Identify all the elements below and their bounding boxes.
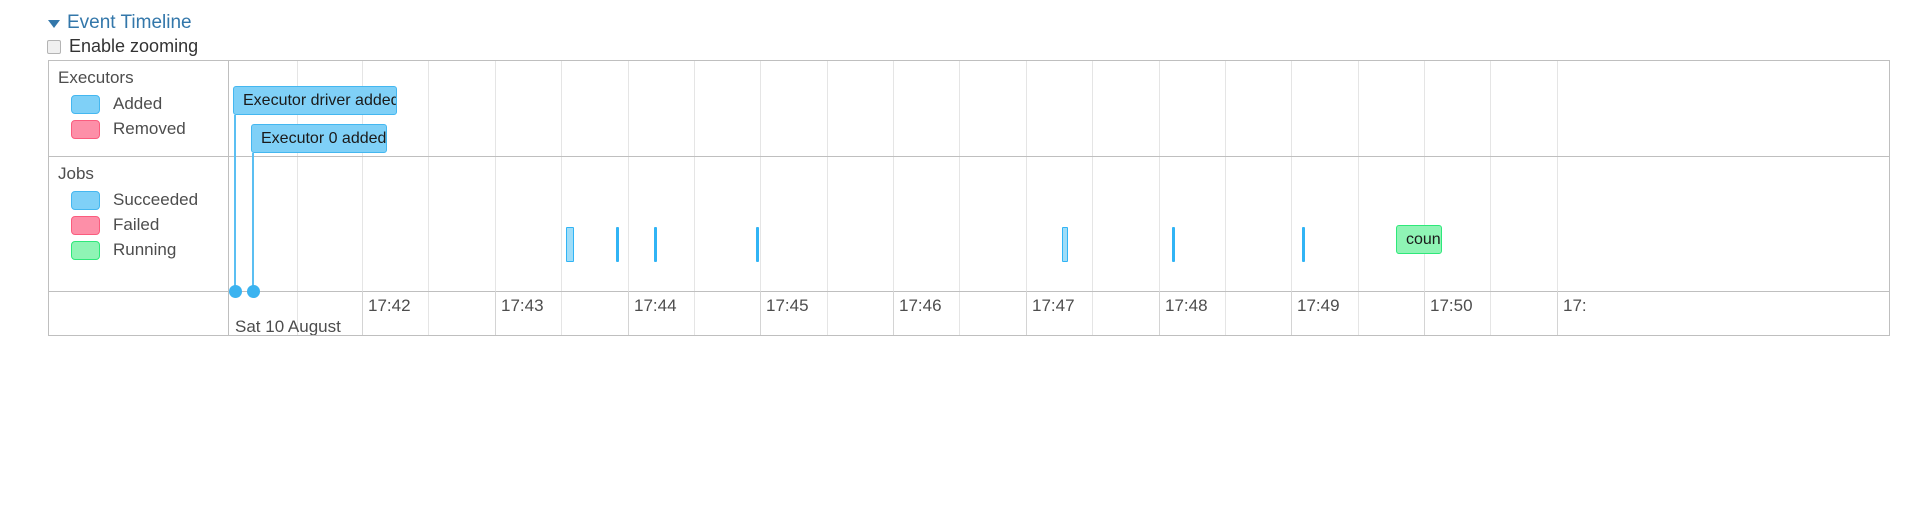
axis-tick-label: 17:50 (1430, 296, 1473, 315)
legend-label-removed: Removed (113, 119, 186, 138)
gridline-axis-tick (1490, 292, 1491, 335)
job-event-label[interactable]: count (1396, 225, 1442, 254)
legend-item-failed: Failed (71, 214, 228, 236)
event-stem (234, 115, 236, 291)
gridline-axis-tick (1358, 292, 1359, 335)
axis-tick-line (1291, 291, 1292, 335)
legend-item-removed: Removed (71, 118, 228, 140)
page-title: Event Timeline (67, 12, 192, 33)
axis-tick-line (1424, 291, 1425, 335)
axis-tick-line (362, 291, 363, 335)
legend-item-succeeded: Succeeded (71, 189, 228, 211)
gridline-axis-tick (959, 292, 960, 335)
gridline-vertical (1291, 61, 1292, 292)
axis-tick-line (495, 291, 496, 335)
swatch-failed (71, 215, 100, 235)
swatch-running (71, 240, 100, 260)
axis-tick-label: 17:46 (899, 296, 942, 315)
gridline-vertical (428, 61, 429, 292)
gridline-vertical (893, 61, 894, 292)
caret-down-icon (48, 20, 60, 28)
axis-tick-line (760, 291, 761, 335)
executor-event-label[interactable]: Executor 0 added (251, 124, 387, 153)
axis-tick-label: 17:43 (501, 296, 544, 315)
job-event-bar[interactable] (654, 227, 657, 262)
axis-tick-line (1026, 291, 1027, 335)
event-timeline-toggle[interactable]: Event Timeline (48, 12, 192, 34)
job-event-bar[interactable] (566, 227, 574, 262)
job-event-bar[interactable] (756, 227, 759, 262)
legend-item-added: Added (71, 93, 228, 115)
legend-label-added: Added (113, 94, 163, 113)
gridline-axis-tick (297, 292, 298, 335)
enable-zooming-row: Enable zooming (47, 36, 198, 57)
event-point-marker[interactable] (229, 285, 242, 298)
axis-tick-label: 17:48 (1165, 296, 1208, 315)
gridline-axis-tick (827, 292, 828, 335)
gridline-vertical (1159, 61, 1160, 292)
gridline-vertical (628, 61, 629, 292)
gridline-vertical (827, 61, 828, 292)
axis-baseline (229, 291, 1889, 292)
swatch-succeeded (71, 190, 100, 210)
timeline-widget[interactable]: Executors Added Removed Jobs Succeeded (48, 60, 1890, 336)
legend-label-succeeded: Succeeded (113, 190, 199, 209)
gridline-vertical (694, 61, 695, 292)
axis-tick-line (628, 291, 629, 335)
row-separator-executors (229, 156, 1889, 157)
gridline-vertical (1424, 61, 1425, 292)
axis-tick-label: 17:47 (1032, 296, 1075, 315)
legend-group-executors: Executors Added Removed (49, 61, 228, 157)
timeline-canvas[interactable]: Executor driver added Executor 0 added cou… (229, 61, 1889, 335)
axis-date-label: Sat 10 August (235, 317, 341, 335)
axis-tick-line (1557, 291, 1558, 335)
legend-group-jobs: Jobs Succeeded Failed Running (49, 157, 228, 292)
gridline-vertical (495, 61, 496, 292)
job-event-bar[interactable] (616, 227, 619, 262)
swatch-added (71, 94, 100, 114)
enable-zooming-checkbox[interactable] (47, 39, 61, 54)
gridline-axis-tick (1092, 292, 1093, 335)
gridline-vertical (297, 61, 298, 292)
gridline-vertical (1557, 61, 1558, 292)
axis-tick-label: 17:42 (368, 296, 411, 315)
axis-tick-label: 17:45 (766, 296, 809, 315)
gridline-vertical (1358, 61, 1359, 292)
enable-zooming-label: Enable zooming (69, 36, 199, 56)
gridline-vertical (561, 61, 562, 292)
gridline-axis-tick (1225, 292, 1226, 335)
gridline-vertical (1026, 61, 1027, 292)
axis-tick-line (1159, 291, 1160, 335)
legend-label-failed: Failed (113, 215, 160, 234)
event-stem (252, 153, 254, 291)
event-point-marker[interactable] (247, 285, 260, 298)
legend-axis-spacer (49, 292, 228, 335)
gridline-vertical (760, 61, 761, 292)
job-event-bar[interactable] (1172, 227, 1175, 262)
gridline-axis-tick (694, 292, 695, 335)
gridline-vertical (1490, 61, 1491, 292)
gridline-axis-tick (428, 292, 429, 335)
job-event-bar[interactable] (1302, 227, 1305, 262)
gridline-vertical (362, 61, 363, 292)
gridline-vertical (1092, 61, 1093, 292)
job-event-bar[interactable] (1062, 227, 1068, 262)
executor-event-label[interactable]: Executor driver added (233, 86, 397, 115)
legend-item-running: Running (71, 239, 228, 261)
axis-tick-line (893, 291, 894, 335)
gridline-vertical (1225, 61, 1226, 292)
gridline-axis-tick (561, 292, 562, 335)
axis-tick-label: 17:49 (1297, 296, 1340, 315)
timeline-legend-column: Executors Added Removed Jobs Succeeded (49, 61, 229, 335)
swatch-removed (71, 119, 100, 139)
legend-group-title-jobs: Jobs (58, 164, 94, 183)
axis-tick-label: 17:44 (634, 296, 677, 315)
legend-group-title-executors: Executors (58, 68, 134, 87)
legend-label-running: Running (113, 240, 177, 259)
axis-tick-label: 17: (1563, 296, 1587, 315)
gridline-vertical (959, 61, 960, 292)
time-axis: 17:42 17:43 17:44 17:45 17:46 17:47 17:48 17:49… (229, 291, 1889, 335)
